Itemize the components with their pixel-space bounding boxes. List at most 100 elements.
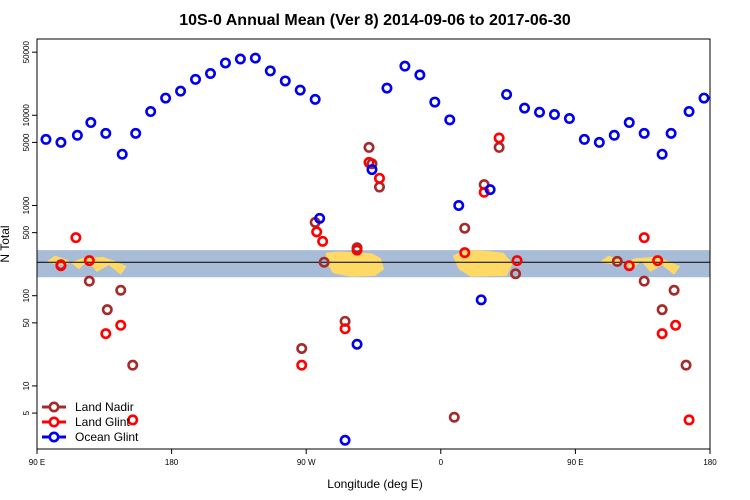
data-point-land-glint xyxy=(373,172,385,184)
data-point-ocean-glint xyxy=(656,148,668,160)
data-point-ocean-glint xyxy=(578,133,590,145)
data-point-ocean-glint xyxy=(309,93,321,105)
data-point-ocean-glint xyxy=(71,129,83,141)
data-point-land-glint xyxy=(683,414,695,426)
plot-area xyxy=(37,52,710,446)
data-point-ocean-glint xyxy=(593,136,605,148)
data-point-land-glint xyxy=(83,255,95,267)
data-point-ocean-glint xyxy=(249,52,261,64)
data-point-land-nadir xyxy=(656,304,668,316)
data-point-ocean-glint xyxy=(175,85,187,97)
data-point-land-nadir xyxy=(510,268,522,280)
data-point-land-glint xyxy=(670,319,682,331)
x-tick-label: 0 xyxy=(439,458,444,467)
y-tick-label: 1000 xyxy=(22,196,31,214)
data-point-ocean-glint xyxy=(453,199,465,211)
data-point-ocean-glint xyxy=(444,114,456,126)
data-point-ocean-glint xyxy=(683,106,695,118)
data-point-land-nadir xyxy=(448,411,460,423)
series-land_nadir xyxy=(55,141,692,423)
data-point-land-nadir xyxy=(680,359,692,371)
data-point-land-nadir xyxy=(296,342,308,354)
y-tick-label: 10 xyxy=(22,381,31,390)
data-point-ocean-glint xyxy=(40,133,52,145)
legend-label-land-nadir: Land Nadir xyxy=(75,400,134,414)
data-point-land-glint xyxy=(652,255,664,267)
data-point-land-nadir xyxy=(611,255,623,267)
data-point-land-glint xyxy=(70,232,82,244)
data-point-land-nadir xyxy=(373,181,385,193)
y-tick-label: 5 xyxy=(22,410,31,415)
data-point-land-glint xyxy=(55,260,67,272)
data-point-land-glint xyxy=(351,244,363,256)
y-tick-label: 500 xyxy=(22,225,31,239)
data-point-land-nadir xyxy=(493,141,505,153)
data-point-land-glint xyxy=(459,247,471,259)
data-point-ocean-glint xyxy=(279,75,291,87)
data-point-ocean-glint xyxy=(698,92,710,104)
data-point-ocean-glint xyxy=(563,113,575,125)
legend-label-ocean-glint: Ocean Glint xyxy=(75,430,139,444)
x-tick-label: 90 W xyxy=(297,458,316,467)
chart-title: 10S-0 Annual Mean (Ver 8) 2014-09-06 to … xyxy=(179,12,571,29)
data-point-land-nadir xyxy=(363,141,375,153)
data-point-ocean-glint xyxy=(484,184,496,196)
y-axis-label: N Total xyxy=(0,225,12,262)
y-tick-label: 50000 xyxy=(22,41,31,64)
data-point-ocean-glint xyxy=(85,117,97,129)
data-point-ocean-glint xyxy=(339,434,351,446)
data-point-ocean-glint xyxy=(100,127,112,139)
data-point-ocean-glint xyxy=(414,69,426,81)
legend-marker-ocean-glint xyxy=(48,431,60,443)
x-tick-label: 180 xyxy=(165,458,179,467)
y-tick-label: 50 xyxy=(22,318,31,327)
data-point-ocean-glint xyxy=(130,127,142,139)
data-point-land-glint xyxy=(656,328,668,340)
data-point-land-glint xyxy=(115,319,127,331)
data-point-ocean-glint xyxy=(190,73,202,85)
data-point-land-glint xyxy=(296,359,308,371)
data-point-land-glint xyxy=(317,235,329,247)
data-point-ocean-glint xyxy=(475,294,487,306)
y-tick-label: 5000 xyxy=(22,133,31,151)
plot-frame xyxy=(36,38,711,450)
data-point-ocean-glint xyxy=(264,65,276,77)
data-point-ocean-glint xyxy=(294,84,306,96)
axes: 90 E 180 90 W 0 90 E 180 5 10 50 100 500 1000 5000 10… xyxy=(22,38,717,467)
x-tick-label: 180 xyxy=(703,458,717,467)
data-point-ocean-glint xyxy=(399,60,411,72)
data-point-land-glint xyxy=(638,232,650,244)
data-point-ocean-glint xyxy=(219,57,231,69)
data-point-ocean-glint xyxy=(55,136,67,148)
x-tick-label: 90 E xyxy=(29,458,45,467)
data-point-ocean-glint xyxy=(638,127,650,139)
legend-label-land-glint: Land Glint xyxy=(75,415,130,429)
data-point-ocean-glint xyxy=(501,88,513,100)
series-land_glint xyxy=(55,132,695,426)
data-point-ocean-glint xyxy=(314,212,326,224)
legend-marker-land-nadir xyxy=(48,401,60,413)
data-point-land-glint xyxy=(493,132,505,144)
data-point-ocean-glint xyxy=(608,129,620,141)
series-ocean_glint xyxy=(40,52,710,446)
data-point-ocean-glint xyxy=(116,148,128,160)
data-point-land-nadir xyxy=(83,275,95,287)
data-point-land-nadir xyxy=(101,304,113,316)
data-point-land-nadir xyxy=(127,359,139,371)
data-point-ocean-glint xyxy=(548,108,560,120)
data-point-ocean-glint xyxy=(665,127,677,139)
data-point-ocean-glint xyxy=(534,106,546,118)
data-point-ocean-glint xyxy=(234,53,246,65)
data-point-ocean-glint xyxy=(429,96,441,108)
data-point-land-glint xyxy=(339,323,351,335)
data-point-land-nadir xyxy=(115,284,127,296)
data-point-land-glint xyxy=(127,414,139,426)
land-silhouette-4 xyxy=(599,255,681,275)
data-point-land-nadir xyxy=(318,256,330,268)
data-point-land-glint xyxy=(623,260,635,272)
data-point-land-nadir xyxy=(638,275,650,287)
x-axis-label: Longitude (deg E) xyxy=(327,477,422,491)
data-point-ocean-glint xyxy=(351,338,363,350)
